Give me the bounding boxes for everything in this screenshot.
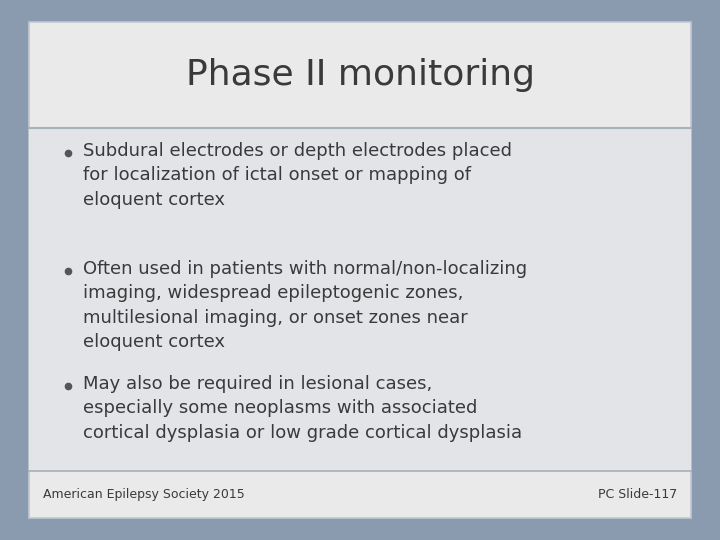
Bar bbox=[29, 129, 691, 471]
Text: Often used in patients with normal/non-localizing
imaging, widespread epileptoge: Often used in patients with normal/non-l… bbox=[83, 260, 527, 351]
Text: May also be required in lesional cases,
especially some neoplasms with associate: May also be required in lesional cases, … bbox=[83, 375, 522, 442]
Text: Phase II monitoring: Phase II monitoring bbox=[186, 58, 534, 92]
Text: American Epilepsy Society 2015: American Epilepsy Society 2015 bbox=[43, 488, 245, 501]
Text: PC Slide-117: PC Slide-117 bbox=[598, 488, 677, 501]
Text: Subdural electrodes or depth electrodes placed
for localization of ictal onset o: Subdural electrodes or depth electrodes … bbox=[83, 142, 512, 208]
